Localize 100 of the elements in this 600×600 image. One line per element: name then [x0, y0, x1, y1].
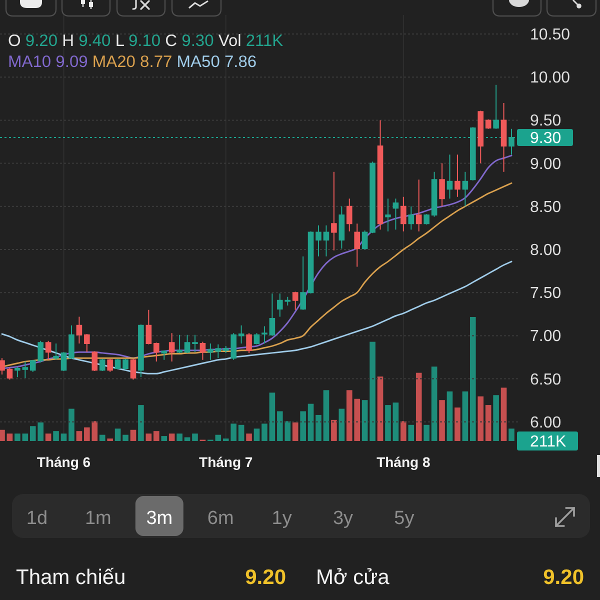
candlestick: [0, 358, 5, 375]
bar: [161, 436, 168, 441]
text: Mở cửa: [316, 566, 390, 589]
bar: [176, 434, 182, 441]
bar: [331, 420, 337, 441]
candlestick: [200, 341, 206, 360]
bar: [323, 390, 330, 441]
candlestick: [76, 316, 82, 344]
candlestick: [246, 332, 252, 354]
bar: [316, 414, 322, 441]
candlestick: [316, 224, 322, 257]
text: 211K: [530, 434, 567, 450]
candlestick: [431, 171, 438, 218]
bar: [153, 431, 160, 441]
bar: [446, 391, 453, 441]
text: MA10 9.09: [8, 53, 88, 71]
bar: [254, 428, 260, 441]
bar: [362, 400, 368, 441]
text: 3y: [332, 508, 354, 529]
bar: [462, 391, 468, 441]
y-tick-label: 6.00: [530, 414, 562, 432]
bar: [114, 428, 121, 441]
candlestick: [146, 309, 152, 345]
candlestick: [6, 367, 13, 380]
candlestick: [262, 326, 268, 344]
bar: [485, 405, 492, 441]
bar: [22, 434, 28, 441]
candlestick: [176, 334, 182, 354]
y-tick-label: 10.00: [530, 70, 570, 87]
bar: [454, 408, 460, 441]
candlestick: [454, 154, 460, 198]
text: 3m: [146, 508, 173, 529]
line-series: [1, 260, 512, 374]
y-tick-label: 6.50: [530, 371, 562, 388]
bar: [246, 434, 252, 441]
y-tick-label: 7.50: [530, 285, 562, 302]
candlestick: [238, 324, 244, 344]
bar: [470, 317, 476, 441]
y-tick-label: 9.00: [530, 156, 562, 173]
bar: [392, 402, 399, 441]
bar: [53, 431, 59, 441]
bar: [500, 388, 507, 441]
candlestick: [215, 344, 222, 359]
candlestick: [138, 324, 144, 378]
text: 6m: [207, 508, 234, 529]
candlestick: [500, 102, 507, 172]
bar: [60, 434, 67, 441]
bar: [300, 411, 306, 441]
bar: [408, 424, 414, 441]
candlestick: [99, 358, 106, 372]
candlestick: [53, 342, 59, 360]
candlestick: [446, 154, 453, 200]
candlestick: [84, 333, 90, 353]
candlestick: [485, 118, 492, 130]
candlestick: [392, 198, 399, 230]
y-tick-label: 7.00: [530, 328, 562, 346]
bar: [478, 396, 484, 441]
bar: [184, 437, 190, 441]
candlestick: [408, 206, 414, 230]
bar: [138, 405, 144, 441]
bar: [269, 392, 276, 441]
bar: [192, 434, 198, 441]
text: 1y: [272, 508, 292, 529]
bar: [76, 431, 82, 441]
bar: [0, 430, 5, 441]
x-tick-label: Tháng 7: [199, 454, 253, 470]
candlestick: [416, 179, 422, 232]
text: 9.20: [245, 566, 286, 589]
y-tick-label: 8.00: [530, 242, 562, 259]
candlestick: [168, 332, 175, 362]
bar: [377, 376, 384, 441]
bar: [45, 434, 52, 441]
bar: [168, 434, 175, 441]
bar: [122, 434, 128, 441]
bar: [508, 428, 514, 441]
candlestick: [377, 120, 384, 230]
candlestick: [370, 161, 376, 234]
candlestick: [122, 358, 128, 371]
bar: [338, 408, 345, 441]
bar: [6, 434, 13, 441]
candlestick: [323, 224, 330, 257]
candlestick: [439, 162, 445, 207]
text: 1d: [26, 508, 48, 529]
candlestick: [338, 206, 345, 250]
candlestick: [161, 350, 168, 360]
y-tick-label: 9.50: [530, 112, 562, 130]
text: 1m: [84, 508, 112, 529]
candlestick: [292, 291, 298, 310]
candlestick: [354, 223, 360, 268]
bar: [493, 395, 499, 441]
candlestick: [424, 214, 430, 225]
bar: [215, 434, 222, 441]
text: MA20 8.77: [92, 53, 172, 71]
bar: [385, 405, 391, 441]
candlestick: [331, 171, 337, 251]
bar: [262, 424, 268, 441]
text: 5y: [394, 508, 415, 529]
x-tick-label: Tháng 8: [376, 454, 430, 470]
ref-line-label: 9.30: [530, 130, 562, 147]
candlestick: [14, 366, 20, 378]
